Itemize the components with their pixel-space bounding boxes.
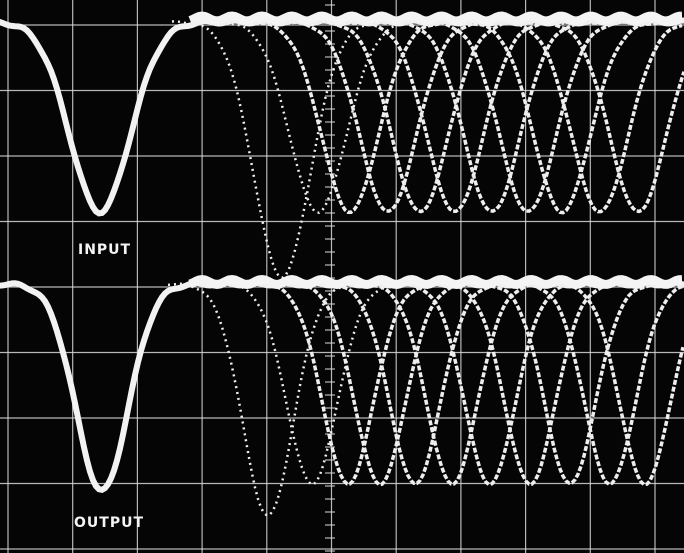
output-label: OUTPUT xyxy=(74,515,144,531)
output-baseline xyxy=(190,280,682,285)
input-label: INPUT xyxy=(78,242,131,258)
page: INPUT OUTPUT (() => { const data = JSON.… xyxy=(0,0,684,553)
oscilloscope-photo: INPUT OUTPUT xyxy=(0,0,684,553)
input-baseline xyxy=(190,16,682,21)
